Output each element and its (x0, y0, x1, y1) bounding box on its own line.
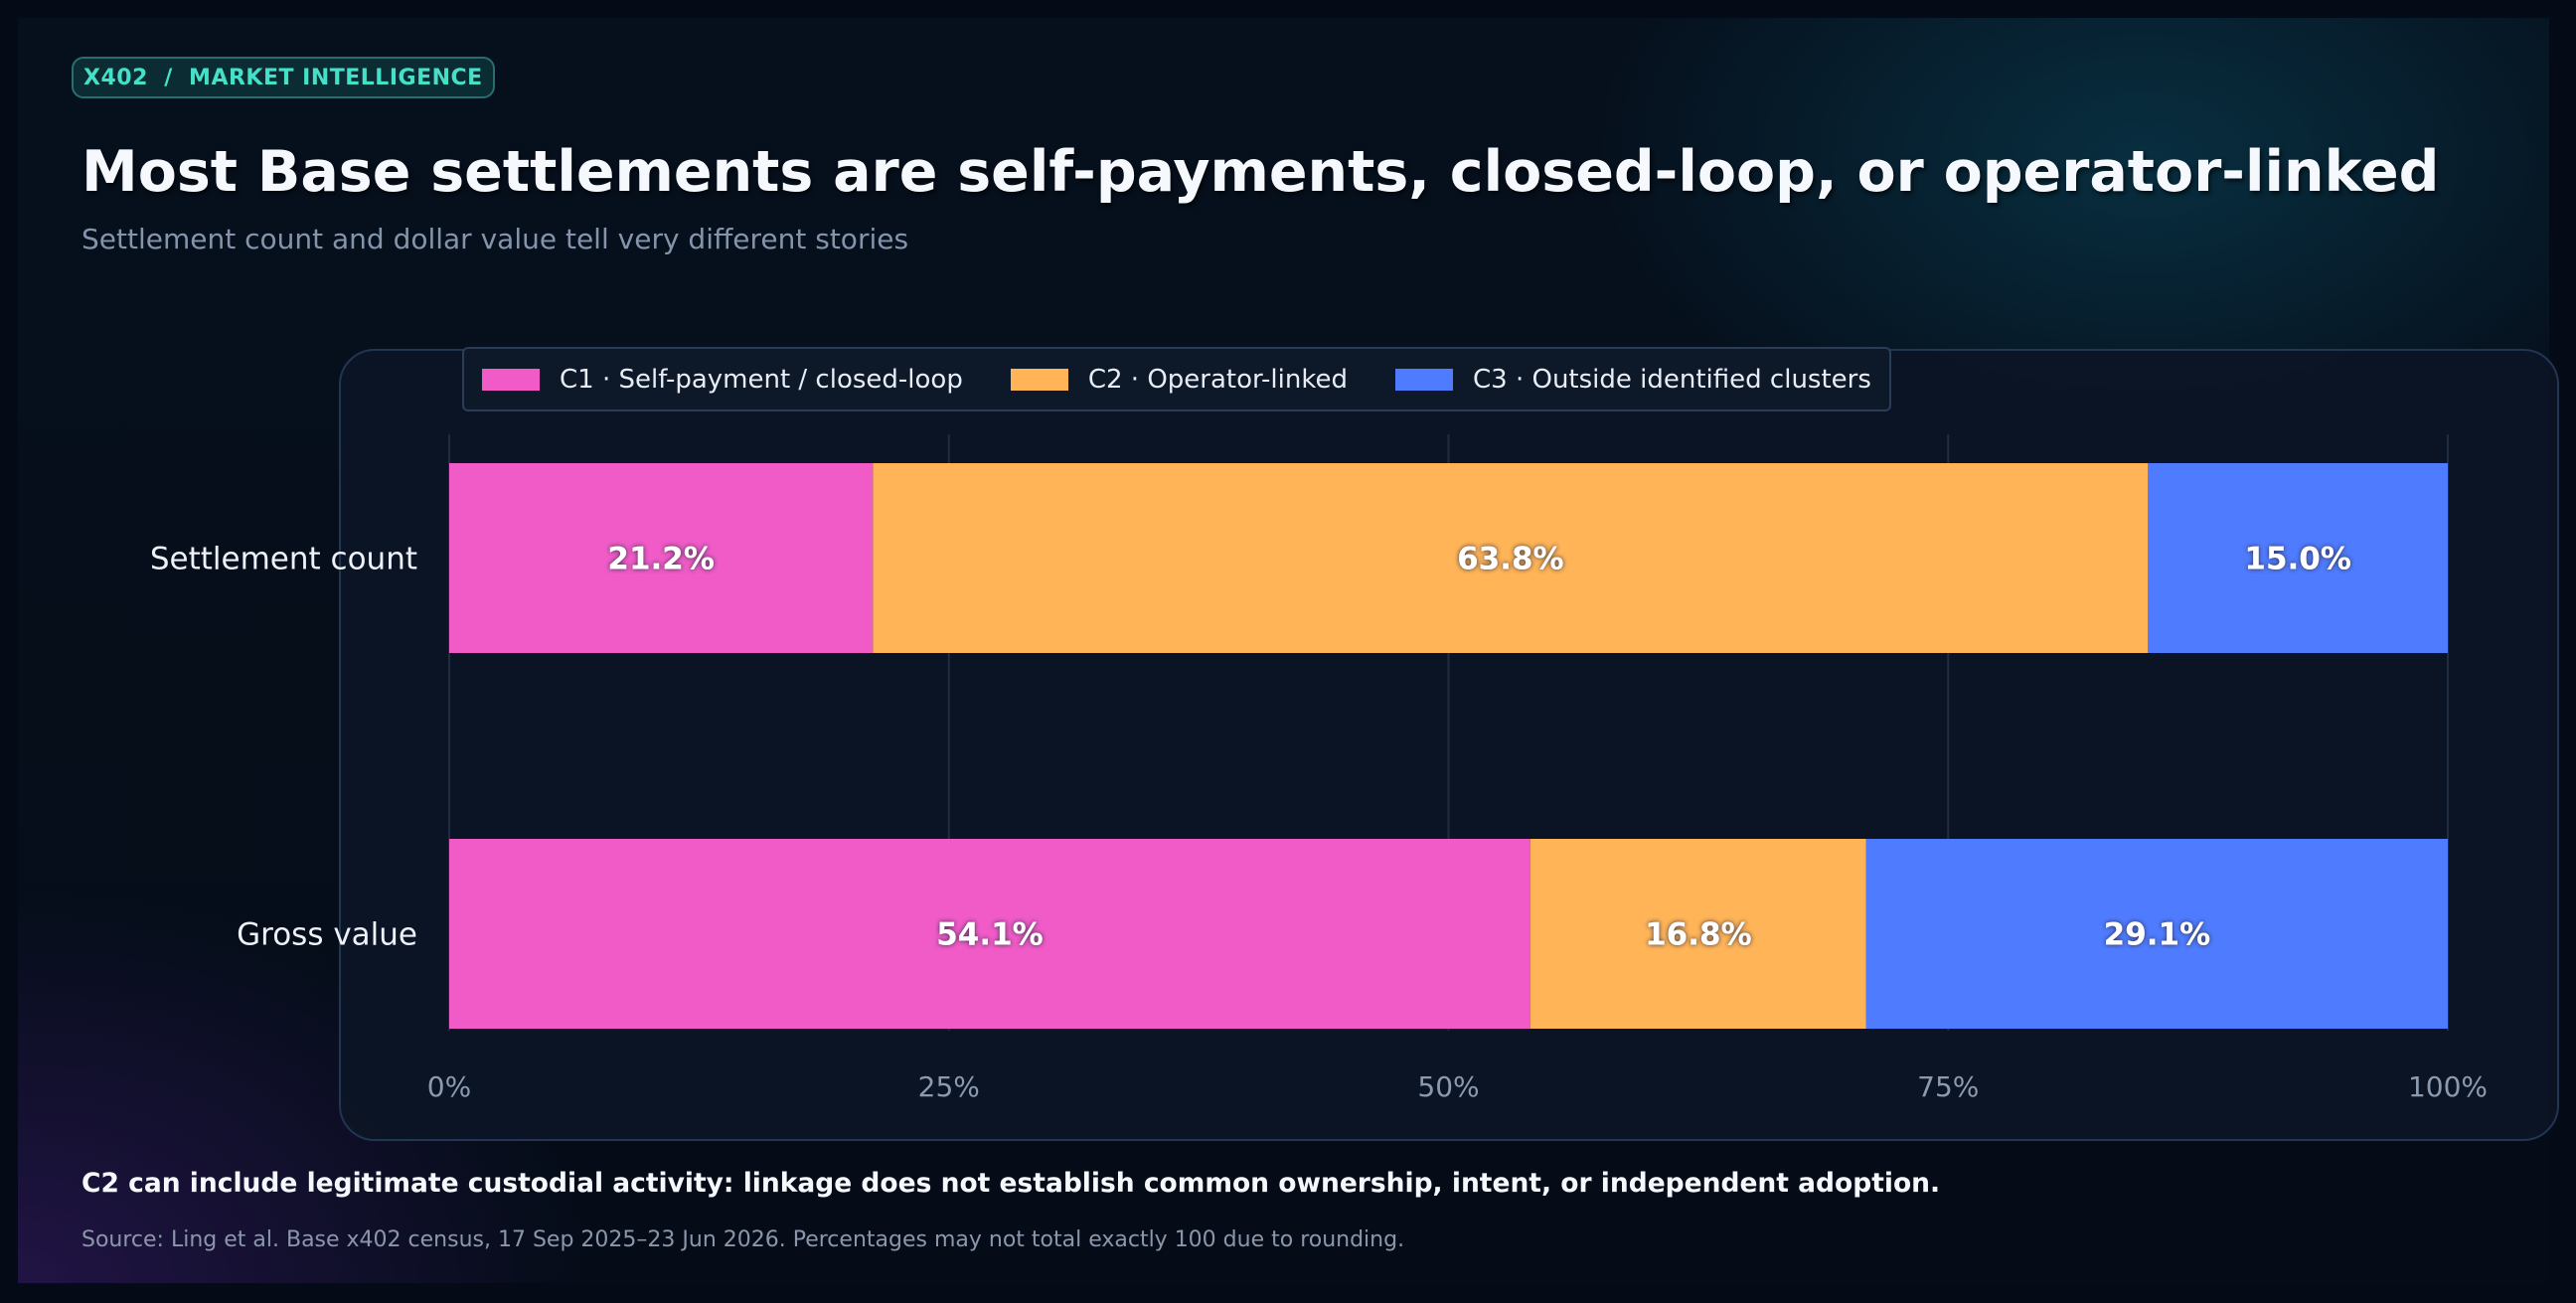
bar-gross-value-c3 (1865, 839, 2448, 1029)
chart-legend: C1 · Self-payment / closed-loop C2 · Ope… (462, 347, 1891, 411)
x-tick-label-0: 0% (427, 1070, 471, 1103)
bar-gross-value-c2 (1530, 839, 1866, 1029)
legend-swatch-c2 (1010, 368, 1068, 391)
bar-gross-value-c1 (449, 839, 1530, 1029)
data-labels: 21.2% 63.8% 15.0% 54.1% 16.8% 29.1% (607, 542, 2351, 953)
x-tick-label-50: 50% (1417, 1070, 1479, 1103)
section-badge: X402 / MARKET INTELLIGENCE (72, 57, 495, 98)
data-label-settlement-count-c3: 15.0% (2244, 542, 2351, 577)
legend-item-c2: C2 · Operator-linked (1010, 364, 1348, 395)
legend-item-c3: C3 · Outside identified clusters (1395, 365, 1871, 395)
x-tick-label-75: 75% (1917, 1070, 1979, 1103)
bars (449, 463, 2448, 1029)
category-label-settlement-count: Settlement count (150, 542, 417, 577)
x-tick-label-25: 25% (918, 1070, 980, 1103)
legend-item-c1: C1 · Self-payment / closed-loop (482, 365, 963, 395)
page-subtitle: Settlement count and dollar value tell v… (81, 223, 909, 255)
x-tick-label-100: 100% (2408, 1070, 2488, 1103)
data-label-gross-value-c1: 54.1% (936, 917, 1044, 953)
legend-label-c2: C2 · Operator-linked (1087, 364, 1348, 395)
category-label-gross-value: Gross value (237, 917, 417, 953)
category-labels: Settlement count Gross value (150, 542, 417, 953)
bar-settlement-count-c2 (873, 463, 2149, 653)
page-title: Most Base settlements are self-payments,… (81, 139, 2440, 205)
data-label-gross-value-c2: 16.8% (1645, 917, 1752, 953)
x-axis-ticks: 0% 25% 50% 75% 100% (427, 1070, 2488, 1103)
legend-swatch-c1 (482, 368, 540, 391)
data-label-settlement-count-c1: 21.2% (607, 542, 715, 577)
legend-label-c1: C1 · Self-payment / closed-loop (560, 364, 963, 395)
data-label-settlement-count-c2: 63.8% (1457, 542, 1564, 577)
bar-settlement-count-c1 (449, 463, 874, 653)
footnote-caveat: C2 can include legitimate custodial acti… (81, 1168, 1941, 1199)
bar-settlement-count-c3 (2148, 463, 2448, 653)
legend-label-c3: C3 · Outside identified clusters (1473, 364, 1871, 395)
source-citation: Source: Ling et al. Base x402 census, 17… (81, 1227, 1405, 1252)
data-label-gross-value-c3: 29.1% (2104, 917, 2211, 953)
legend-swatch-c3 (1395, 368, 1453, 391)
